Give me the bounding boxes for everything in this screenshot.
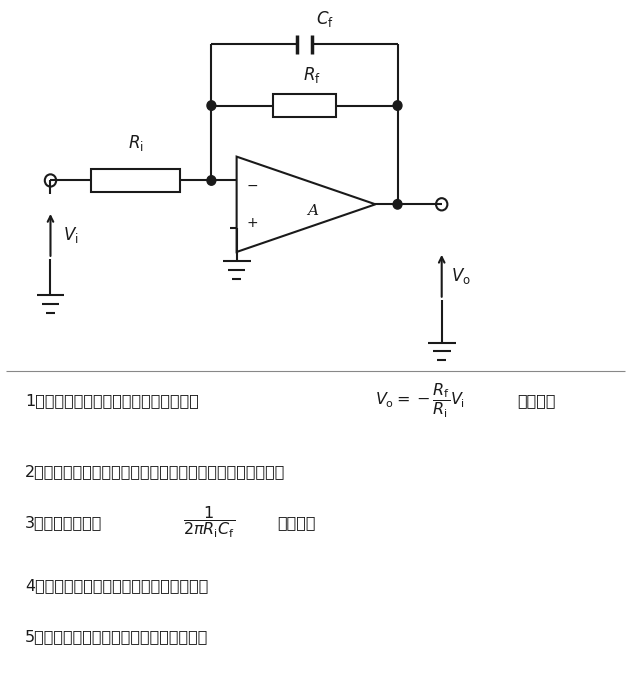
Text: A: A [307, 204, 318, 218]
Text: 4．入力インピーダンスは無限大である。: 4．入力インピーダンスは無限大である。 [25, 578, 209, 593]
Text: $R_\mathrm{i}$: $R_\mathrm{i}$ [127, 133, 144, 153]
Text: $V_\mathrm{o}$: $V_\mathrm{o}$ [451, 266, 471, 286]
Text: $C_\mathrm{f}$: $C_\mathrm{f}$ [316, 9, 334, 29]
Circle shape [207, 101, 216, 110]
Text: $\dfrac{1}{2\pi R_\mathrm{i}C_\mathrm{f}}$: $\dfrac{1}{2\pi R_\mathrm{i}C_\mathrm{f}… [183, 505, 235, 540]
Text: $V_\mathrm{i}$: $V_\mathrm{i}$ [63, 225, 79, 245]
Text: $-$: $-$ [246, 178, 259, 192]
Text: である。: である。 [517, 393, 556, 408]
Circle shape [45, 174, 56, 187]
Text: $R_\mathrm{f}$: $R_\mathrm{f}$ [304, 65, 321, 85]
Text: 2．遮断周波数より十分に高い帯域では微分特性を有する。: 2．遮断周波数より十分に高い帯域では微分特性を有する。 [25, 464, 286, 479]
Text: である。: である。 [278, 515, 316, 530]
Text: 3．遮断周波数は: 3．遮断周波数は [25, 515, 103, 530]
Circle shape [393, 200, 402, 209]
Text: $V_\mathrm{o} = -\dfrac{R_\mathrm{f}}{R_\mathrm{i}}V_\mathrm{i}$: $V_\mathrm{o} = -\dfrac{R_\mathrm{f}}{R_… [375, 381, 466, 419]
Text: 1．遮断周波数より十分に低い帯域では: 1．遮断周波数より十分に低い帯域では [25, 393, 199, 408]
Polygon shape [237, 157, 375, 252]
Bar [91, 169, 180, 193]
Text: 5．出力インピーダンスは無限大である。: 5．出力インピーダンスは無限大である。 [25, 629, 209, 644]
Circle shape [207, 176, 216, 185]
Bar [273, 93, 336, 117]
Circle shape [436, 198, 447, 210]
Circle shape [393, 101, 402, 110]
Text: $+$: $+$ [246, 217, 259, 230]
